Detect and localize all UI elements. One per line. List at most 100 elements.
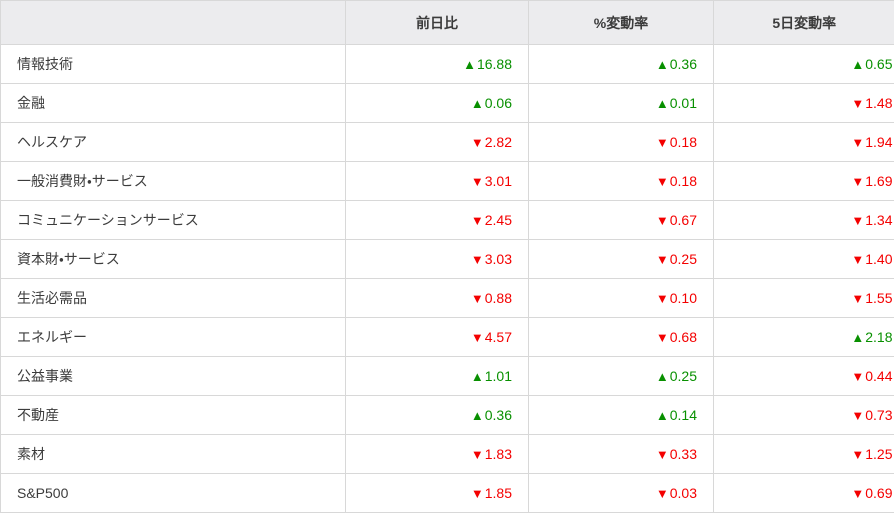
- change-value: 2.18: [865, 329, 893, 345]
- change-value: 0.18: [669, 134, 697, 150]
- down-triangle-icon: ▼: [851, 447, 865, 462]
- table-body: 情報技術 ▲16.88 ▲0.36 ▲0.65 金融 ▲0.06 ▲0.01 ▼1.48 ヘルス…: [0, 44, 894, 513]
- table-header-row: 前日比 %変動率 5日変動率: [0, 0, 894, 45]
- value-down: ▼4.57: [345, 317, 529, 357]
- sector-label: エネルギー: [0, 317, 346, 357]
- value-down: ▼0.18: [528, 122, 714, 162]
- up-triangle-icon: ▲: [851, 57, 865, 72]
- column-header-daily-change: 前日比: [345, 0, 529, 45]
- value-down: ▼0.33: [528, 434, 714, 474]
- value-down: ▼0.03: [528, 473, 714, 513]
- value-down: ▼2.45: [345, 200, 529, 240]
- value-down: ▼1.83: [345, 434, 529, 474]
- value-down: ▼1.48: [713, 83, 894, 123]
- change-value: 16.88: [476, 56, 512, 72]
- change-value: 1.01: [484, 368, 512, 384]
- value-up: ▲2.18: [713, 317, 894, 357]
- column-header-percent-change: %変動率: [528, 0, 714, 45]
- change-value: 1.25: [865, 446, 893, 462]
- change-value: 0.73: [865, 407, 893, 423]
- sector-label: 一般消費財・サービス: [0, 161, 346, 201]
- change-value: 1.48: [865, 95, 893, 111]
- sector-label: 公益事業: [0, 356, 346, 396]
- table-row: 情報技術 ▲16.88 ▲0.36 ▲0.65: [0, 44, 894, 84]
- value-up: ▲0.65: [713, 44, 894, 84]
- sector-label: ヘルスケア: [0, 122, 346, 162]
- value-up: ▲0.01: [528, 83, 714, 123]
- change-value: 0.68: [669, 329, 697, 345]
- value-up: ▲0.14: [528, 395, 714, 435]
- change-value: 2.82: [484, 134, 512, 150]
- value-down: ▼3.01: [345, 161, 529, 201]
- value-down: ▼3.03: [345, 239, 529, 279]
- change-value: 0.36: [669, 56, 697, 72]
- down-triangle-icon: ▼: [655, 486, 669, 501]
- change-value: 3.03: [484, 251, 512, 267]
- change-value: 2.45: [484, 212, 512, 228]
- down-triangle-icon: ▼: [655, 252, 669, 267]
- table-row: ヘルスケア ▼2.82 ▼0.18 ▼1.94: [0, 122, 894, 162]
- change-value: 4.57: [484, 329, 512, 345]
- change-value: 0.10: [669, 290, 697, 306]
- up-triangle-icon: ▲: [655, 57, 669, 72]
- value-down: ▼1.85: [345, 473, 529, 513]
- sector-label: 金融: [0, 83, 346, 123]
- table-row: 資本財・サービス ▼3.03 ▼0.25 ▼1.40: [0, 239, 894, 279]
- down-triangle-icon: ▼: [470, 174, 484, 189]
- column-header-sector: [0, 0, 346, 45]
- sector-label: 生活必需品: [0, 278, 346, 318]
- value-down: ▼0.25: [528, 239, 714, 279]
- sector-label: 素材: [0, 434, 346, 474]
- down-triangle-icon: ▼: [470, 291, 484, 306]
- change-value: 0.44: [865, 368, 893, 384]
- table-row: S&P500 ▼1.85 ▼0.03 ▼0.69: [0, 473, 894, 513]
- down-triangle-icon: ▼: [470, 447, 484, 462]
- table-header: 前日比 %変動率 5日変動率: [0, 0, 894, 45]
- value-down: ▼0.73: [713, 395, 894, 435]
- change-value: 1.85: [484, 485, 512, 501]
- change-value: 1.34: [865, 212, 893, 228]
- change-value: 0.36: [484, 407, 512, 423]
- down-triangle-icon: ▼: [655, 291, 669, 306]
- value-up: ▲0.36: [528, 44, 714, 84]
- down-triangle-icon: ▼: [655, 135, 669, 150]
- table-row: 公益事業 ▲1.01 ▲0.25 ▼0.44: [0, 356, 894, 396]
- change-value: 1.83: [484, 446, 512, 462]
- down-triangle-icon: ▼: [851, 252, 865, 267]
- down-triangle-icon: ▼: [851, 96, 865, 111]
- sector-label: 情報技術: [0, 44, 346, 84]
- value-down: ▼1.25: [713, 434, 894, 474]
- table-row: エネルギー ▼4.57 ▼0.68 ▲2.18: [0, 317, 894, 357]
- down-triangle-icon: ▼: [470, 135, 484, 150]
- change-value: 0.65: [865, 56, 893, 72]
- value-down: ▼1.34: [713, 200, 894, 240]
- change-value: 1.40: [865, 251, 893, 267]
- value-up: ▲16.88: [345, 44, 529, 84]
- value-up: ▲1.01: [345, 356, 529, 396]
- up-triangle-icon: ▲: [655, 408, 669, 423]
- down-triangle-icon: ▼: [655, 174, 669, 189]
- down-triangle-icon: ▼: [470, 486, 484, 501]
- value-down: ▼0.88: [345, 278, 529, 318]
- down-triangle-icon: ▼: [655, 330, 669, 345]
- table-row: 不動産 ▲0.36 ▲0.14 ▼0.73: [0, 395, 894, 435]
- up-triangle-icon: ▲: [470, 96, 484, 111]
- change-value: 0.67: [669, 212, 697, 228]
- change-value: 0.25: [669, 368, 697, 384]
- value-down: ▼1.55: [713, 278, 894, 318]
- down-triangle-icon: ▼: [851, 486, 865, 501]
- value-down: ▼0.18: [528, 161, 714, 201]
- down-triangle-icon: ▼: [470, 252, 484, 267]
- change-value: 0.88: [484, 290, 512, 306]
- up-triangle-icon: ▲: [470, 369, 484, 384]
- change-value: 0.01: [669, 95, 697, 111]
- value-up: ▲0.25: [528, 356, 714, 396]
- value-down: ▼1.40: [713, 239, 894, 279]
- down-triangle-icon: ▼: [851, 291, 865, 306]
- sector-label: コミュニケーションサービス: [0, 200, 346, 240]
- down-triangle-icon: ▼: [470, 213, 484, 228]
- down-triangle-icon: ▼: [470, 330, 484, 345]
- table-row: 生活必需品 ▼0.88 ▼0.10 ▼1.55: [0, 278, 894, 318]
- change-value: 1.94: [865, 134, 893, 150]
